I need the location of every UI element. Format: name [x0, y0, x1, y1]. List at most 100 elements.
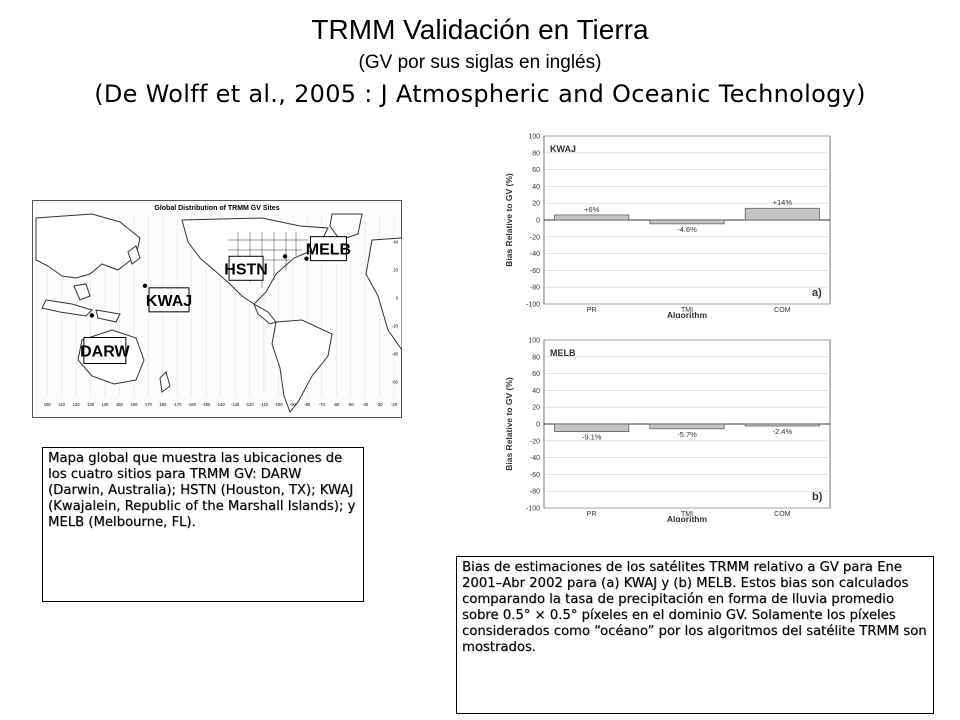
map-site-marker: [89, 313, 95, 318]
x-tick-label: COM: [774, 511, 791, 518]
data-label: +14%: [773, 198, 793, 207]
data-label: -5.7%: [677, 430, 697, 439]
map-site-label: KWAJ: [146, 293, 192, 310]
map-site-label: DARW: [80, 344, 130, 361]
map-lon-tick: 170: [145, 402, 153, 407]
x-tick-label: PR: [587, 511, 597, 518]
panel-label: a): [812, 287, 822, 299]
map-site-marker: [304, 256, 309, 261]
y-axis-label: Bias Relative to GV (%): [504, 377, 514, 471]
x-tick-label: TMI: [681, 307, 693, 314]
data-label: -2.4%: [773, 427, 793, 436]
map-site-kwaj: KWAJ: [142, 283, 192, 313]
map-lon-tick: -150: [202, 402, 211, 407]
map-site-box: [83, 337, 127, 364]
map-lon-tick: 180: [159, 402, 167, 407]
chart-title: MELB: [550, 348, 576, 358]
map-sites: KWAJ HSTN MELB DARW: [80, 236, 351, 364]
map-site-marker: [142, 283, 148, 289]
y-tick-label: -60: [530, 268, 540, 275]
y-tick-label: -80: [530, 489, 540, 496]
bar-tmi: [649, 423, 725, 430]
kwaj-bias-chart: 100 80 60 40 20 0 -20 -40 -60 -80 -100 Bias Relativ…: [504, 134, 831, 318]
map-lon-tick: -80: [304, 402, 311, 407]
x-tick-label: PR: [587, 307, 597, 314]
map-site-marker: [282, 254, 288, 259]
map-lon-tick: -50: [348, 402, 355, 407]
y-axis-label: Bias Relative to GV (%): [504, 173, 514, 267]
map-site-label: HSTN: [224, 261, 268, 278]
map-site-box: [309, 236, 347, 262]
map-lon-tick: -30: [377, 402, 384, 407]
map-ticks: 100 110 120 130 140 150 160 170 180 -170 -160 -150-…: [44, 240, 399, 408]
data-label: -9.1%: [582, 433, 602, 442]
y-tick-label: -80: [530, 285, 540, 292]
citation: (De Wolff et al., 2005 : J Atmospheric a…: [94, 80, 866, 108]
y-tick-label: 100: [528, 134, 540, 141]
y-tick-label: 60: [532, 167, 540, 174]
map-lon-tick: -110: [260, 402, 269, 407]
map-lat-tick: -40: [392, 352, 399, 357]
map-site-hstn: HSTN: [224, 254, 288, 281]
page-subtitle: (GV por sus siglas en inglés): [358, 52, 602, 73]
y-tick-label: -60: [530, 472, 540, 479]
y-tick-label: -40: [530, 251, 540, 258]
map-lat-tick: -60: [392, 380, 399, 385]
map-lon-tick: -120: [245, 402, 254, 407]
world-map: Global Distribution of TRMM GV Sites 100…: [32, 200, 402, 418]
y-tick-label: 0: [536, 422, 540, 429]
map-site-darw: DARW: [80, 313, 131, 364]
map-lon-tick: -130: [231, 402, 240, 407]
map-lat-tick: 20: [393, 268, 398, 273]
map-lon-tick: -170: [173, 402, 182, 407]
chart-title: KWAJ: [550, 144, 576, 154]
map-lon-tick: -90: [290, 402, 297, 407]
map-lon-tick: 130: [87, 402, 95, 407]
map-lon-tick: 150: [116, 402, 124, 407]
y-tick-label: 20: [532, 201, 540, 208]
map-site-box: [228, 255, 264, 281]
y-tick-label: 100: [528, 338, 540, 345]
map-lon-tick: 100: [44, 402, 52, 407]
map-site-melb: MELB: [304, 236, 351, 262]
y-tick-label: -20: [530, 234, 540, 241]
y-tick-label: -20: [530, 438, 540, 445]
y-tick-label: 40: [532, 184, 540, 191]
y-tick-label: 60: [532, 371, 540, 378]
chart-caption: Bias de estimaciones de los satélites TR…: [456, 556, 934, 714]
bar-com: [744, 207, 820, 221]
panel-label: b): [812, 491, 823, 503]
bar-tmi: [649, 219, 725, 225]
y-tick-label: 0: [536, 218, 540, 225]
y-tick-label: 20: [532, 405, 540, 412]
bar-pr: [554, 423, 630, 432]
map-lon-tick: 110: [58, 402, 65, 407]
map-lon-tick: -140: [216, 402, 225, 407]
data-label: -4.6%: [677, 225, 697, 234]
map-lon-tick: 120: [73, 402, 81, 407]
map-lat-tick: -20: [392, 324, 399, 329]
map-lon-tick: -100: [274, 402, 283, 407]
page-title: TRMM Validación en Tierra: [311, 14, 649, 45]
x-axis-label: Algorithm: [667, 514, 708, 522]
map-lon-tick: -160: [188, 402, 197, 407]
x-axis-label: Algorithm: [667, 310, 708, 318]
y-tick-label: 40: [532, 388, 540, 395]
y-tick-label: 80: [532, 354, 540, 361]
y-tick-label: -100: [526, 506, 540, 513]
map-lon-tick: 160: [130, 402, 138, 407]
map-lat-tick: 40: [393, 240, 398, 245]
map-lat-tick: 0: [396, 296, 399, 301]
map-lon-tick: -20: [391, 402, 398, 407]
map-caption: Mapa global que muestra las ubicaciones …: [42, 447, 364, 602]
bar-pr: [554, 214, 630, 221]
map-lon-tick: 140: [102, 402, 110, 407]
map-title: Global Distribution of TRMM GV Sites: [154, 205, 279, 212]
map-site-label: MELB: [306, 242, 351, 259]
y-tick-label: 80: [532, 150, 540, 157]
x-tick-label: COM: [774, 307, 791, 314]
map-lon-tick: -70: [319, 402, 326, 407]
map-lon-tick: -40: [362, 402, 369, 407]
bar-com: [744, 423, 820, 427]
map-site-box: [148, 287, 190, 313]
